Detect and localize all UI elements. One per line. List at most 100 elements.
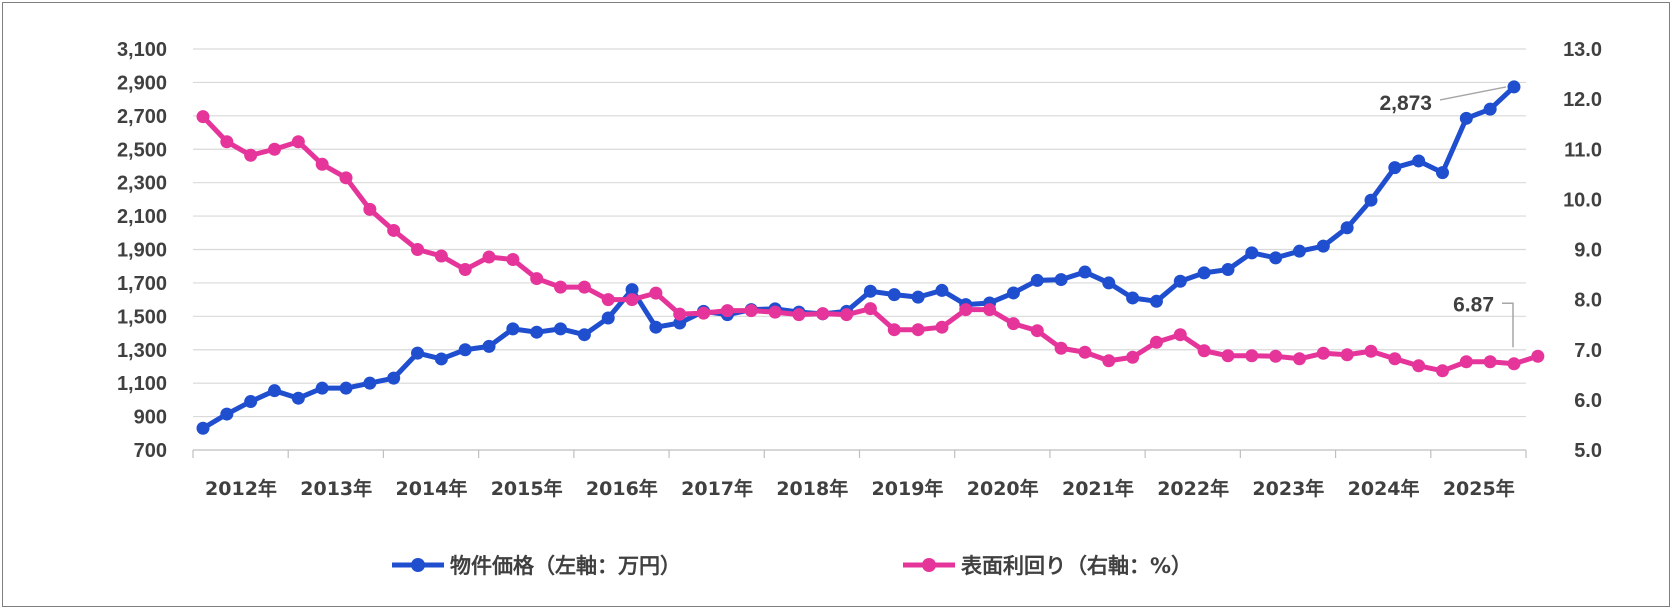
- yield-point: [983, 303, 997, 317]
- x-tick-label: 2017年: [681, 477, 753, 500]
- yield-point: [1054, 341, 1068, 355]
- yield-point: [1030, 324, 1044, 338]
- yield-point: [1483, 355, 1497, 369]
- y-left-tick-label: 1,900: [117, 240, 167, 262]
- y-left-tick-label: 2,100: [117, 206, 167, 228]
- y-right-tick-label: 6.0: [1574, 390, 1602, 412]
- yield-point: [935, 320, 949, 334]
- y-left-tick-label: 1,100: [117, 373, 167, 395]
- legend: 物件価格（左軸：万円） 表面利回り（右軸：%）: [392, 554, 1192, 578]
- price-point: [315, 381, 329, 395]
- x-tick-label: 2025年: [1443, 477, 1515, 500]
- yield-point: [1078, 345, 1092, 359]
- yield-point: [697, 306, 711, 320]
- x-tick-label: 2022年: [1157, 477, 1229, 500]
- price-point: [863, 284, 877, 298]
- yield-point: [673, 307, 687, 321]
- price-point: [1054, 273, 1068, 287]
- yield-point: [601, 293, 615, 307]
- price-point: [625, 283, 639, 297]
- x-tick-label: 2013年: [300, 477, 372, 500]
- yield-point: [577, 280, 591, 294]
- price-point: [1412, 154, 1426, 168]
- series-layer: [196, 80, 1545, 435]
- yield-point: [1364, 344, 1378, 358]
- legend-swatch-marker: [411, 558, 425, 572]
- x-tick-label: 2018年: [776, 477, 848, 500]
- yield-point: [1221, 349, 1235, 363]
- y-left-tick-label: 2,700: [117, 106, 167, 128]
- yield-point: [387, 223, 401, 237]
- yield-point: [625, 293, 639, 307]
- price-point: [434, 352, 448, 366]
- price-point: [1435, 166, 1449, 180]
- yield-point: [220, 135, 234, 149]
- x-tick-label: 2012年: [205, 477, 277, 500]
- price-point: [530, 325, 544, 339]
- yield-point: [411, 243, 425, 256]
- yield-point: [434, 249, 448, 263]
- yield-point: [1102, 354, 1116, 368]
- price-point: [458, 343, 472, 357]
- legend-item-yield: 表面利回り（右軸：%）: [903, 554, 1192, 578]
- y-right-tick-label: 10.0: [1563, 189, 1602, 211]
- price-point: [1221, 263, 1235, 277]
- yield-point: [1245, 349, 1259, 363]
- yield-point: [816, 307, 830, 321]
- y-left-tick-label: 700: [134, 440, 167, 462]
- yield-point: [720, 304, 734, 318]
- yield-point: [268, 142, 282, 156]
- yield-point: [1006, 317, 1020, 331]
- yield-point: [1340, 348, 1354, 362]
- y-right-tick-label: 9.0: [1574, 240, 1602, 262]
- x-tick-label: 2014年: [395, 477, 467, 500]
- yield-point: [339, 171, 353, 185]
- price-point: [1006, 286, 1020, 300]
- yield-point: [649, 286, 663, 300]
- yield-point: [196, 110, 210, 124]
- data-labels: 2,873 6.87: [1379, 86, 1514, 348]
- price-point: [1030, 273, 1044, 287]
- price-point: [1459, 111, 1473, 125]
- yield-point: [1269, 349, 1283, 363]
- price-point: [911, 290, 925, 304]
- price-point: [363, 376, 377, 390]
- yield-point: [840, 308, 854, 322]
- yield-point: [1173, 328, 1187, 342]
- price-point: [220, 407, 234, 421]
- x-tick-label: 2016年: [586, 477, 658, 500]
- y-right-tick-label: 11.0: [1564, 139, 1602, 161]
- price-point: [196, 421, 210, 435]
- y-right-tick-label: 12.0: [1563, 89, 1602, 111]
- legend-label: 表面利回り（右軸：%）: [961, 554, 1192, 578]
- yield-point: [863, 302, 877, 316]
- x-axis: 2012年 2013年 2014年 2015年 2016年 2017年 2018年 2019年…: [192, 450, 1527, 500]
- price-point: [291, 391, 305, 405]
- yield-point: [744, 304, 758, 318]
- legend-swatch-marker: [922, 558, 936, 572]
- price-point: [411, 346, 425, 360]
- yield-point: [959, 303, 973, 317]
- yield-point: [1459, 355, 1473, 369]
- price-point: [1316, 239, 1330, 253]
- price-point: [1292, 244, 1306, 258]
- yield-point: [1197, 344, 1211, 358]
- yield-point: [363, 202, 377, 216]
- yield-point: [458, 263, 472, 277]
- y-left-tick-label: 3,100: [117, 39, 167, 61]
- price-point: [1102, 276, 1116, 290]
- price-point: [577, 328, 591, 342]
- yield-point: [1292, 352, 1306, 366]
- price-point: [1197, 266, 1211, 280]
- y-right-tick-label: 5.0: [1574, 440, 1602, 462]
- x-tick-label: 2023年: [1252, 477, 1324, 500]
- y-left-tick-label: 1,700: [117, 273, 167, 295]
- price-point: [1340, 221, 1354, 235]
- y-left-tick-label: 2,300: [117, 173, 167, 195]
- yield-point: [911, 323, 925, 337]
- yield-series: [196, 110, 1545, 378]
- price-point: [268, 384, 282, 398]
- yield-point: [1316, 346, 1330, 360]
